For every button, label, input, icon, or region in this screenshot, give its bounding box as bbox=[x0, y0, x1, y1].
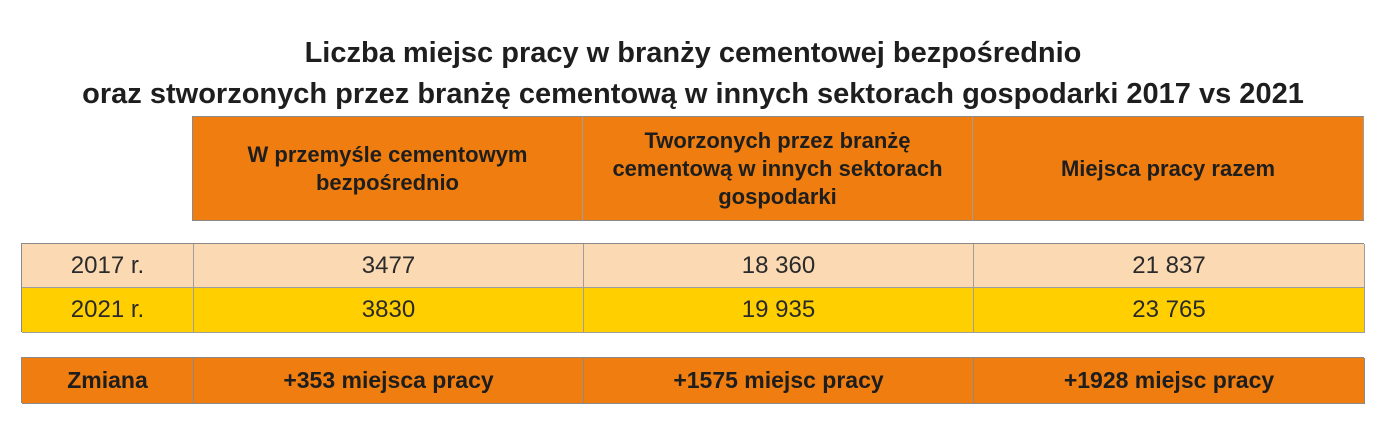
change-direct: +353 miejsca pracy bbox=[194, 358, 584, 404]
change-label: Zmiana bbox=[22, 358, 194, 404]
chart-title-line-2: oraz stworzonych przez branżę cementową … bbox=[82, 78, 1304, 110]
change-other-sectors: +1575 miejsc pracy bbox=[584, 358, 974, 404]
change-total: +1928 miejsc pracy bbox=[974, 358, 1365, 404]
change-row: Zmiana +353 miejsca pracy +1575 miejsc p… bbox=[21, 357, 1365, 404]
column-header-other-sectors: Tworzonych przez branżę cementową w inny… bbox=[583, 116, 973, 221]
cell-2021-other-sectors: 19 935 bbox=[584, 288, 974, 333]
row-label-2017: 2017 r. bbox=[22, 244, 194, 288]
header-corner bbox=[21, 116, 193, 221]
cell-2017-direct: 3477 bbox=[194, 244, 584, 288]
column-header-direct: W przemyśle cementowym bezpośrednio bbox=[193, 116, 583, 221]
column-header-total: Miejsca pracy razem bbox=[973, 116, 1364, 221]
chart-title-line-1: Liczba miejsc pracy w branży cementowej … bbox=[304, 37, 1082, 69]
cell-2017-other-sectors: 18 360 bbox=[584, 244, 974, 288]
cell-2017-total: 21 837 bbox=[974, 244, 1365, 288]
table-body: 2017 r. 3477 18 360 21 837 2021 r. 3830 … bbox=[21, 243, 1365, 333]
row-label-2021: 2021 r. bbox=[22, 288, 194, 333]
table-header: W przemyśle cementowym bezpośrednio Twor… bbox=[21, 116, 1364, 221]
cell-2021-direct: 3830 bbox=[194, 288, 584, 333]
cell-2021-total: 23 765 bbox=[974, 288, 1365, 333]
